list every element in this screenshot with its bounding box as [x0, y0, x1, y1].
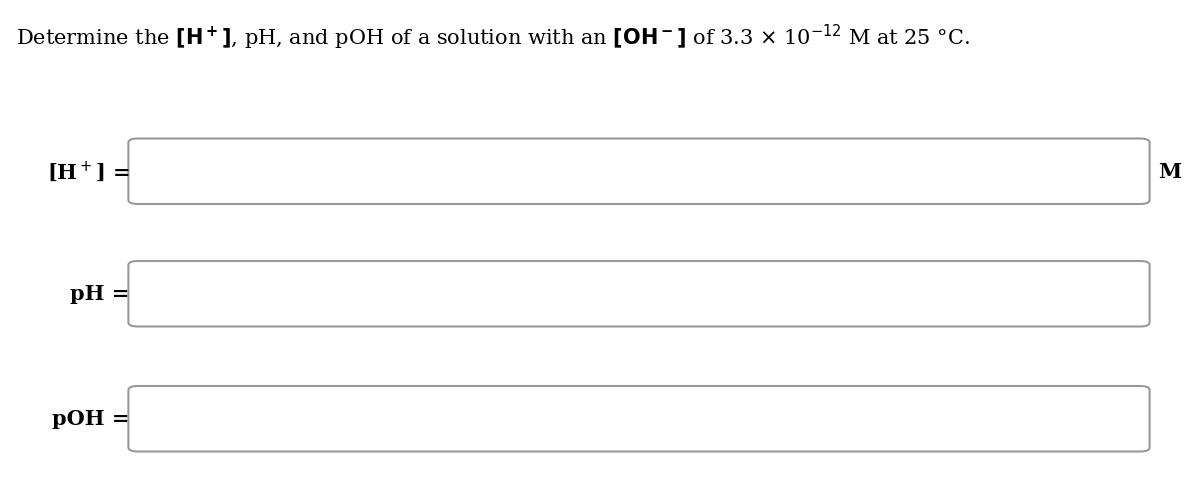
Text: Determine the $\mathbf{[H^+]}$, pH, and pOH of a solution with an $\mathbf{[OH^-: Determine the $\mathbf{[H^+]}$, pH, and … — [16, 22, 970, 52]
Text: pOH =: pOH = — [52, 409, 130, 429]
Text: M: M — [1158, 162, 1181, 182]
Text: [H$^+$] =: [H$^+$] = — [47, 159, 130, 184]
Text: pH =: pH = — [71, 284, 130, 304]
